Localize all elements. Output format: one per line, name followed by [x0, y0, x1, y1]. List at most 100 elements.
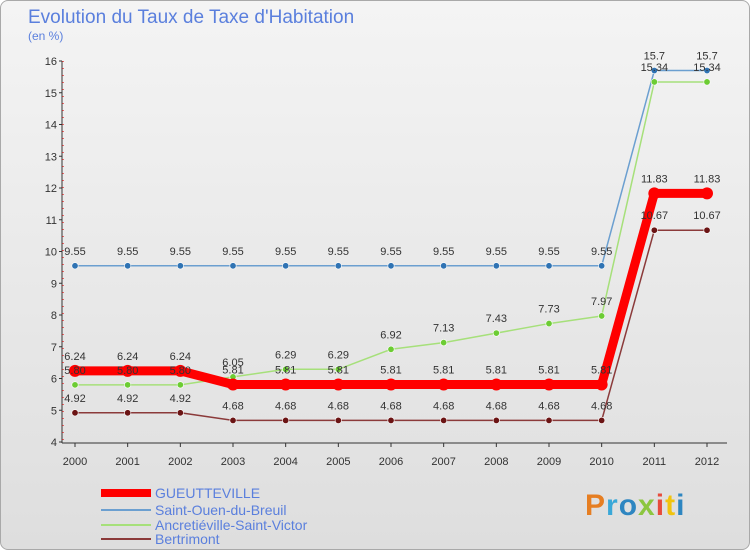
logo-letter: o [618, 489, 639, 522]
data-point [282, 365, 290, 373]
data-point [701, 187, 713, 200]
x-tick-label: 2004 [273, 456, 297, 468]
x-tick-label: 2008 [484, 456, 508, 468]
chart-title: Evolution du Taux de Taxe d'Habitation [28, 7, 355, 28]
data-label: 7.43 [486, 313, 507, 325]
data-point [334, 416, 342, 424]
data-label: 4.68 [222, 400, 243, 412]
y-tick-label: 6 [51, 374, 57, 386]
data-point [440, 339, 448, 347]
data-point [545, 320, 553, 328]
data-label: 4.68 [380, 400, 401, 412]
x-tick-label: 2001 [115, 456, 139, 468]
data-label: 4.92 [170, 393, 191, 405]
data-label: 5.81 [591, 365, 612, 377]
legend-swatch [101, 538, 151, 540]
y-tick-label: 8 [51, 310, 57, 322]
data-point [703, 78, 711, 86]
data-point [227, 378, 239, 391]
data-point [71, 409, 79, 417]
data-point [598, 416, 606, 424]
x-tick-label: 2009 [537, 456, 561, 468]
legend-item-saint-ouen-du-breuil: Saint-Ouen-du-Breuil [101, 502, 287, 518]
data-point [121, 364, 134, 377]
x-tick-label: 2007 [431, 456, 455, 468]
data-label: 6.29 [275, 349, 296, 361]
y-tick-label: 4 [51, 437, 57, 449]
legend-label: GUEUTTEVILLE [155, 485, 261, 501]
legend-item-bertrimont: Bertrimont [101, 531, 220, 547]
legend-label: Bertrimont [155, 531, 220, 547]
y-axis-unit: (en %) [28, 29, 64, 43]
data-label: 7.97 [591, 296, 612, 308]
y-tick-label: 7 [51, 342, 57, 354]
data-point [387, 416, 395, 424]
legend-label: Saint-Ouen-du-Breuil [155, 502, 287, 518]
data-point [124, 262, 132, 270]
data-point [440, 262, 448, 270]
data-label: 9.55 [222, 246, 243, 258]
data-point [492, 262, 500, 270]
data-label: 6.05 [222, 357, 243, 369]
data-label: 6.24 [117, 351, 138, 363]
x-tick-label: 2003 [221, 456, 245, 468]
data-point [176, 409, 184, 417]
data-point [334, 262, 342, 270]
data-label: 9.55 [170, 246, 191, 258]
data-point [598, 312, 606, 320]
data-label: 7.73 [538, 304, 559, 316]
data-label: 9.55 [538, 246, 559, 258]
data-point [282, 262, 290, 270]
data-point [124, 409, 132, 417]
legend-swatch [101, 489, 151, 497]
data-point [385, 378, 397, 391]
x-tick-label: 2010 [589, 456, 613, 468]
data-label: 7.13 [433, 323, 454, 335]
x-tick-label: 2005 [326, 456, 350, 468]
logo-letter: x [638, 489, 656, 522]
data-point [387, 345, 395, 353]
data-point [703, 226, 711, 234]
data-label: 11.83 [694, 173, 721, 185]
data-point [437, 378, 450, 391]
data-point [279, 378, 292, 391]
data-point [440, 416, 448, 424]
data-label: 9.55 [117, 246, 138, 258]
x-tick-label: 2006 [379, 456, 403, 468]
data-point [334, 365, 342, 373]
data-label: 9.55 [64, 246, 85, 258]
y-tick-label: 11 [46, 215, 57, 227]
proxiti-logo: Proxiti [585, 489, 685, 523]
data-point [69, 364, 81, 377]
data-point [492, 416, 500, 424]
data-label: 9.55 [380, 246, 401, 258]
data-label: 9.55 [591, 246, 612, 258]
data-label: 15.34 [693, 62, 721, 74]
data-label: 5.80 [117, 365, 138, 377]
data-label: 6.24 [170, 351, 191, 363]
data-point [650, 226, 658, 234]
data-label: 9.55 [433, 246, 454, 258]
data-label: 5.81 [275, 365, 296, 377]
data-point [490, 378, 503, 391]
logo-letter: t [665, 489, 677, 522]
data-point [332, 378, 345, 391]
data-label: 4.92 [117, 393, 138, 405]
data-point [71, 381, 79, 389]
data-label: 15.34 [641, 62, 669, 74]
y-tick-label: 10 [45, 247, 57, 259]
data-point [703, 67, 711, 75]
data-point [595, 378, 608, 391]
logo-letter: i [676, 489, 686, 522]
data-point [229, 262, 237, 270]
data-label: 4.68 [275, 400, 296, 412]
y-tick-label: 16 [45, 56, 57, 68]
legend-item-ancretieville-saint-victor: Ancretiéville-Saint-Victor [101, 517, 307, 533]
data-label: 6.92 [380, 329, 401, 341]
x-tick-label: 2000 [63, 456, 87, 468]
legend-swatch [101, 509, 151, 511]
data-label: 5.80 [64, 365, 85, 377]
legend-item-gueutteville: GUEUTTEVILLE [101, 485, 261, 501]
